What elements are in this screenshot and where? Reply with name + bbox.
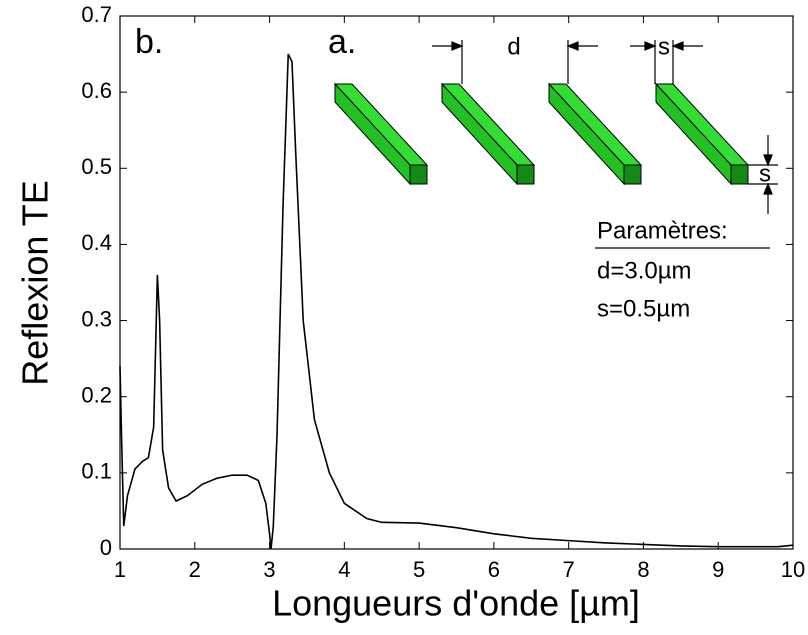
bar-3d bbox=[440, 82, 536, 186]
x-tick-label: 7 bbox=[563, 557, 575, 582]
y-tick-label: 0.3 bbox=[81, 306, 112, 331]
y-tick-label: 0.5 bbox=[81, 154, 112, 179]
grating-illustration bbox=[333, 40, 778, 249]
params-title: Paramètres: bbox=[597, 217, 728, 244]
x-tick-label: 1 bbox=[114, 557, 126, 582]
plot-frame bbox=[119, 15, 794, 550]
x-tick-label: 2 bbox=[189, 557, 201, 582]
dimension-label: s bbox=[759, 160, 771, 187]
x-tick-label: 5 bbox=[413, 557, 425, 582]
panel-label: a. bbox=[328, 23, 356, 61]
bar-3d bbox=[547, 82, 643, 186]
x-tick-label: 4 bbox=[338, 557, 350, 582]
bar-3d bbox=[333, 82, 429, 186]
plot-area: 1 2 3 4 5 6 7 8 9 10 0 0.1 0.2 0.3 0.4 0.5 0.6 0.7 bbox=[81, 2, 805, 582]
y-tick-label: 0.7 bbox=[81, 2, 112, 27]
dimension-label: s bbox=[658, 33, 670, 60]
y-axis-label: Reflexion TE bbox=[15, 180, 56, 385]
x-tick-label: 10 bbox=[781, 557, 805, 582]
y-tick-label: 0.4 bbox=[81, 230, 112, 255]
param-text: s=0.5µm bbox=[597, 295, 690, 322]
dimension-lines bbox=[432, 40, 778, 249]
param-text: d=3.0µm bbox=[597, 257, 692, 284]
y-tick-label: 0.1 bbox=[81, 459, 112, 484]
dimension-label: d bbox=[507, 33, 520, 60]
y-tick-label: 0.6 bbox=[81, 78, 112, 103]
x-axis-label: Longueurs d'onde [µm] bbox=[272, 583, 640, 624]
data-line bbox=[119, 53, 794, 550]
x-tick-label: 8 bbox=[637, 557, 649, 582]
x-tick-label: 6 bbox=[488, 557, 500, 582]
y-tick-label: 0 bbox=[100, 535, 112, 560]
bar-3d bbox=[654, 82, 750, 186]
y-tick-label: 0.2 bbox=[81, 383, 112, 408]
x-tick-label: 3 bbox=[263, 557, 275, 582]
x-tick-label: 9 bbox=[712, 557, 724, 582]
panel-label: b. bbox=[135, 23, 163, 61]
